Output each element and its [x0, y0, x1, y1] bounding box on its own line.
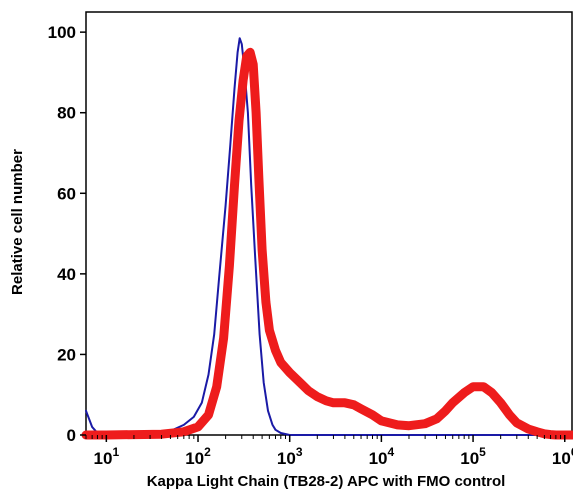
y-tick-label: 20	[57, 345, 76, 364]
y-tick-label: 60	[57, 184, 76, 203]
y-axis-label: Relative cell number	[9, 149, 26, 295]
x-tick-label: 105	[460, 445, 486, 468]
series-layer	[81, 37, 573, 440]
x-axis-label: Kappa Light Chain (TB28-2) APC with FMO …	[147, 473, 506, 490]
x-tick-label: 106	[552, 445, 573, 468]
series-line-1	[85, 37, 573, 436]
x-tick-label: 102	[185, 445, 211, 468]
x-tick-label: 101	[94, 445, 120, 468]
x-tick-label: 104	[369, 445, 395, 468]
x-tick-label: 103	[277, 445, 303, 468]
y-tick-label: 80	[57, 104, 76, 123]
y-tick-label: 100	[48, 23, 76, 42]
plot-frame	[85, 11, 573, 436]
y-tick-label: 40	[57, 265, 76, 284]
ticks-layer: 0 20 40 60 80 100 101 102 103 104 105 106	[48, 23, 573, 468]
series-line-2	[81, 47, 573, 440]
y-tick-label: 0	[67, 426, 76, 445]
